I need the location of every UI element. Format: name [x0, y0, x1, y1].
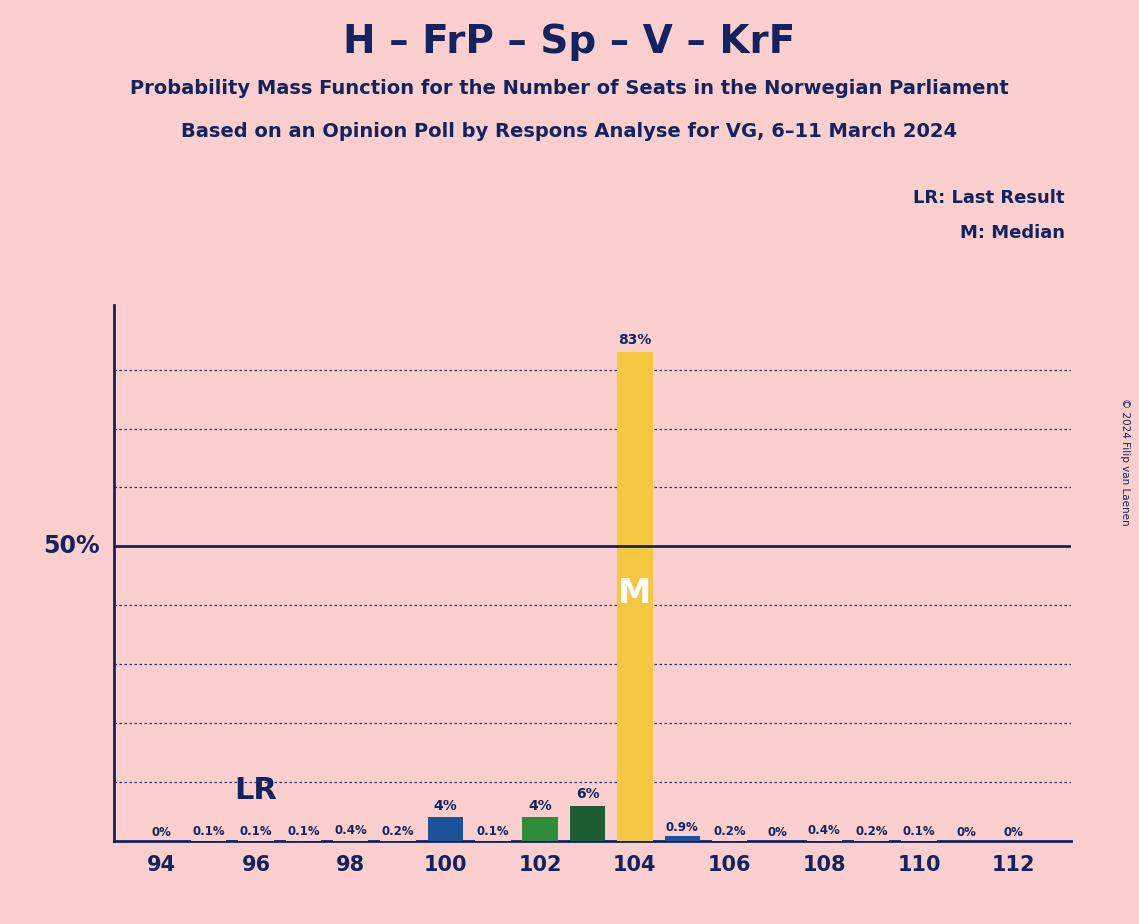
Text: Probability Mass Function for the Number of Seats in the Norwegian Parliament: Probability Mass Function for the Number… — [130, 79, 1009, 98]
Text: 4%: 4% — [434, 798, 458, 812]
Bar — [854, 840, 890, 841]
Text: 0.1%: 0.1% — [192, 825, 224, 838]
Text: 0.4%: 0.4% — [808, 823, 841, 837]
Bar — [333, 838, 369, 841]
Text: 50%: 50% — [43, 534, 100, 558]
Text: 0.2%: 0.2% — [382, 825, 415, 838]
Text: © 2024 Filip van Laenen: © 2024 Filip van Laenen — [1121, 398, 1130, 526]
Text: 83%: 83% — [618, 334, 652, 347]
Text: 0.2%: 0.2% — [855, 825, 888, 838]
Text: 0%: 0% — [767, 826, 787, 839]
Text: 0.4%: 0.4% — [335, 823, 367, 837]
Bar — [806, 838, 842, 841]
Text: 0%: 0% — [957, 826, 976, 839]
Text: M: Median: M: Median — [960, 224, 1065, 241]
Text: H – FrP – Sp – V – KrF: H – FrP – Sp – V – KrF — [343, 23, 796, 61]
Bar — [570, 806, 605, 841]
Bar — [664, 835, 700, 841]
Text: 0.1%: 0.1% — [476, 825, 509, 838]
Text: LR: LR — [235, 776, 278, 806]
Bar — [712, 840, 747, 841]
Text: 0.1%: 0.1% — [239, 825, 272, 838]
Text: 0.9%: 0.9% — [666, 821, 698, 833]
Text: M: M — [618, 577, 652, 610]
Text: 0.1%: 0.1% — [287, 825, 320, 838]
Text: 0.1%: 0.1% — [903, 825, 935, 838]
Bar — [523, 818, 558, 841]
Text: LR: Last Result: LR: Last Result — [913, 189, 1065, 207]
Text: 6%: 6% — [575, 787, 599, 801]
Bar — [617, 352, 653, 841]
Text: Based on an Opinion Poll by Respons Analyse for VG, 6–11 March 2024: Based on an Opinion Poll by Respons Anal… — [181, 122, 958, 141]
Bar — [380, 840, 416, 841]
Bar — [427, 818, 464, 841]
Text: 0%: 0% — [151, 826, 171, 839]
Text: 0%: 0% — [1003, 826, 1024, 839]
Text: 4%: 4% — [528, 798, 552, 812]
Text: 0.2%: 0.2% — [713, 825, 746, 838]
